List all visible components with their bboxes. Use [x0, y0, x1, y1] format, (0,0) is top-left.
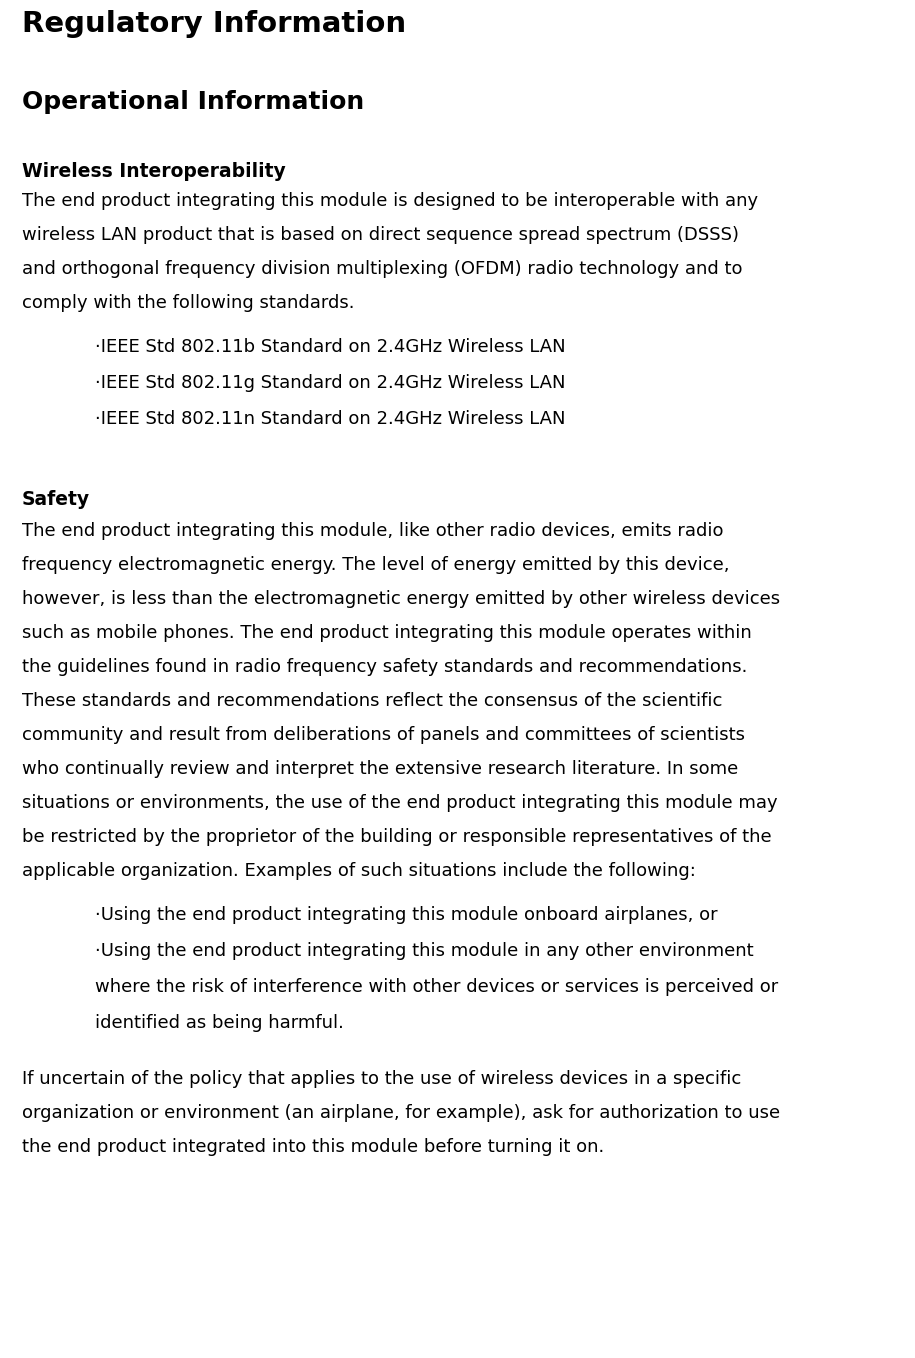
- Text: however, is less than the electromagnetic energy emitted by other wireless devic: however, is less than the electromagneti…: [22, 589, 780, 608]
- Text: applicable organization. Examples of such situations include the following:: applicable organization. Examples of suc…: [22, 862, 696, 880]
- Text: the end product integrated into this module before turning it on.: the end product integrated into this mod…: [22, 1138, 604, 1156]
- Text: organization or environment (an airplane, for example), ask for authorization to: organization or environment (an airplane…: [22, 1104, 780, 1122]
- Text: Wireless Interoperability: Wireless Interoperability: [22, 162, 285, 181]
- Text: and orthogonal frequency division multiplexing (OFDM) radio technology and to: and orthogonal frequency division multip…: [22, 259, 742, 278]
- Text: situations or environments, the use of the end product integrating this module m: situations or environments, the use of t…: [22, 794, 778, 812]
- Text: ·Using the end product integrating this module in any other environment: ·Using the end product integrating this …: [95, 942, 754, 960]
- Text: where the risk of interference with other devices or services is perceived or: where the risk of interference with othe…: [95, 978, 779, 995]
- Text: community and result from deliberations of panels and committees of scientists: community and result from deliberations …: [22, 727, 745, 744]
- Text: If uncertain of the policy that applies to the use of wireless devices in a spec: If uncertain of the policy that applies …: [22, 1070, 741, 1088]
- Text: comply with the following standards.: comply with the following standards.: [22, 293, 354, 312]
- Text: wireless LAN product that is based on direct sequence spread spectrum (DSSS): wireless LAN product that is based on di…: [22, 225, 739, 244]
- Text: Safety: Safety: [22, 490, 90, 509]
- Text: Operational Information: Operational Information: [22, 90, 364, 114]
- Text: The end product integrating this module, like other radio devices, emits radio: The end product integrating this module,…: [22, 521, 724, 540]
- Text: ·IEEE Std 802.11g Standard on 2.4GHz Wireless LAN: ·IEEE Std 802.11g Standard on 2.4GHz Wir…: [95, 373, 565, 392]
- Text: These standards and recommendations reflect the consensus of the scientific: These standards and recommendations refl…: [22, 693, 722, 710]
- Text: frequency electromagnetic energy. The level of energy emitted by this device,: frequency electromagnetic energy. The le…: [22, 555, 729, 574]
- Text: ·Using the end product integrating this module onboard airplanes, or: ·Using the end product integrating this …: [95, 906, 717, 923]
- Text: ·IEEE Std 802.11b Standard on 2.4GHz Wireless LAN: ·IEEE Std 802.11b Standard on 2.4GHz Wir…: [95, 338, 565, 356]
- Text: such as mobile phones. The end product integrating this module operates within: such as mobile phones. The end product i…: [22, 623, 752, 642]
- Text: identified as being harmful.: identified as being harmful.: [95, 1014, 344, 1032]
- Text: The end product integrating this module is designed to be interoperable with any: The end product integrating this module …: [22, 191, 759, 210]
- Text: ·IEEE Std 802.11n Standard on 2.4GHz Wireless LAN: ·IEEE Std 802.11n Standard on 2.4GHz Wir…: [95, 410, 565, 428]
- Text: Regulatory Information: Regulatory Information: [22, 10, 406, 38]
- Text: be restricted by the proprietor of the building or responsible representatives o: be restricted by the proprietor of the b…: [22, 828, 771, 846]
- Text: the guidelines found in radio frequency safety standards and recommendations.: the guidelines found in radio frequency …: [22, 659, 748, 676]
- Text: who continually review and interpret the extensive research literature. In some: who continually review and interpret the…: [22, 760, 738, 778]
